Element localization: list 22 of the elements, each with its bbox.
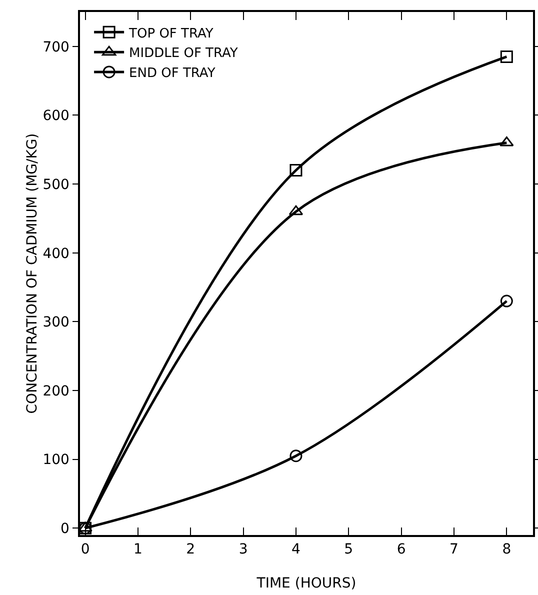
x-tick-label: 1 <box>133 542 142 558</box>
y-tick-label: 200 <box>42 383 70 400</box>
x-tick-label: 3 <box>238 542 248 558</box>
y-tick-label: 500 <box>42 176 70 193</box>
y-tick-label: 600 <box>42 108 70 124</box>
legend-label: TOP OF TRAY <box>128 26 214 42</box>
legend-label: MIDDLE OF TRAY <box>129 46 238 62</box>
y-tick-label: 0 <box>60 521 70 538</box>
x-tick-label: 6 <box>396 542 406 558</box>
y-tick-label: 300 <box>42 314 70 331</box>
y-tick-label: 700 <box>42 39 70 56</box>
legend-label: END OF TRAY <box>129 66 216 82</box>
y-tick-label: 100 <box>42 452 70 468</box>
y-tick-label: 400 <box>42 246 70 262</box>
x-tick-label: 0 <box>80 542 90 558</box>
x-tick-label: 4 <box>292 542 301 558</box>
x-tick-label: 5 <box>344 542 354 558</box>
x-tick-label: 8 <box>502 542 512 558</box>
x-axis-title: TIME (HOURS) <box>256 576 356 592</box>
x-tick-label: 2 <box>186 542 196 558</box>
y-axis-title: CONCENTRATION OF CADMIUM (MG/KG) <box>24 133 41 414</box>
x-tick-label: 7 <box>450 542 458 558</box>
